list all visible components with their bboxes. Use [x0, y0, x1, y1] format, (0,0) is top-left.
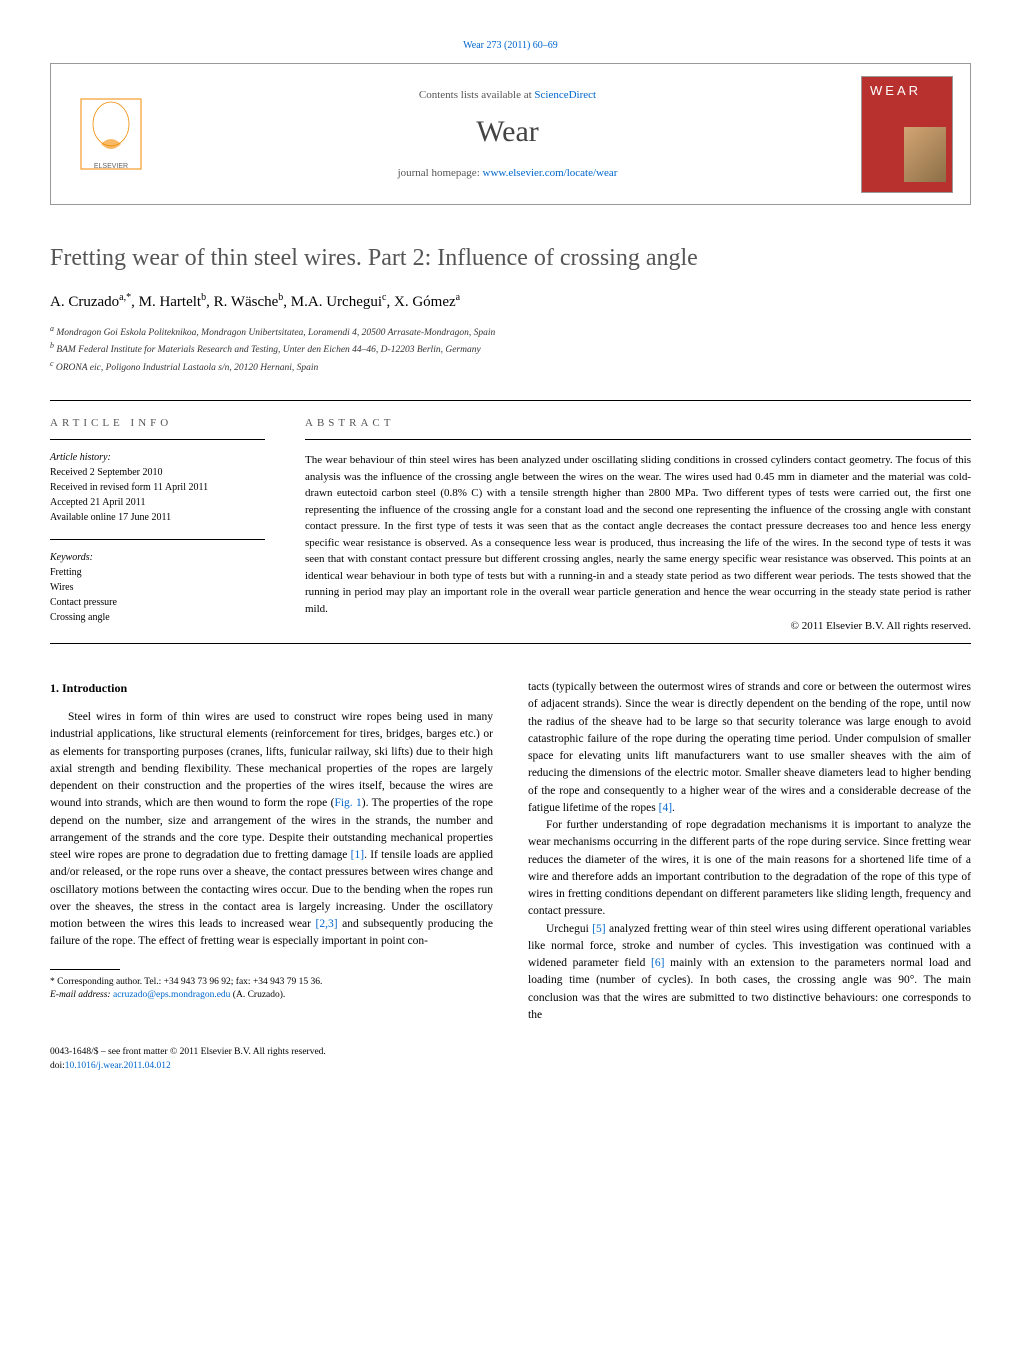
separator: [50, 400, 971, 401]
footer-line: 0043-1648/$ – see front matter © 2011 El…: [50, 1046, 971, 1059]
author: A. Cruzadoa,*: [50, 294, 131, 310]
affiliation: b BAM Federal Institute for Materials Re…: [50, 340, 971, 357]
author-list: A. Cruzadoa,*, M. Harteltb, R. Wäscheb, …: [50, 292, 971, 311]
history-item: Accepted 21 April 2011: [50, 495, 265, 510]
body-columns: 1. Introduction Steel wires in form of t…: [50, 679, 971, 1024]
section-heading: 1. Introduction: [50, 679, 493, 697]
author: M.A. Urcheguic: [291, 294, 387, 310]
homepage-line: journal homepage: www.elsevier.com/locat…: [398, 167, 618, 179]
corresponding-author: * Corresponding author. Tel.: +34 943 73…: [50, 976, 493, 989]
author: R. Wäscheb: [214, 294, 284, 310]
article-history: Article history: Received 2 September 20…: [50, 450, 265, 525]
author: X. Gómeza: [394, 294, 460, 310]
author: M. Harteltb: [139, 294, 206, 310]
column-right: tacts (typically between the outermost w…: [528, 679, 971, 1024]
abstract-heading: ABSTRACT: [305, 417, 971, 429]
body-paragraph: Steel wires in form of thin wires are us…: [50, 709, 493, 951]
page-footer: 0043-1648/$ – see front matter © 2011 El…: [50, 1046, 971, 1073]
info-abstract-row: ARTICLE INFO Article history: Received 2…: [50, 405, 971, 639]
email-footnote: E-mail address: acruzado@eps.mondragon.e…: [50, 989, 493, 1002]
keyword: Crossing angle: [50, 610, 265, 625]
journal-cover-area: WEAR: [844, 64, 970, 204]
article-info: ARTICLE INFO Article history: Received 2…: [50, 405, 265, 639]
journal-header: ELSEVIER Contents lists available at Sci…: [50, 63, 971, 205]
history-item: Available online 17 June 2011: [50, 510, 265, 525]
citation-ref[interactable]: [1]: [351, 849, 364, 861]
affiliation: a Mondragon Goi Eskola Politeknikoa, Mon…: [50, 323, 971, 340]
column-left: 1. Introduction Steel wires in form of t…: [50, 679, 493, 1024]
article-info-heading: ARTICLE INFO: [50, 417, 265, 429]
affiliation: c ORONA eic, Poligono Industrial Lastaol…: [50, 358, 971, 375]
journal-cover: WEAR: [861, 76, 953, 193]
body-paragraph: tacts (typically between the outermost w…: [528, 679, 971, 817]
elsevier-logo-icon: ELSEVIER: [76, 94, 146, 174]
citation-ref[interactable]: [5]: [592, 923, 605, 935]
sciencedirect-link[interactable]: ScienceDirect: [534, 89, 596, 101]
doi-line: doi:10.1016/j.wear.2011.04.012: [50, 1060, 971, 1073]
citation-ref[interactable]: [4]: [659, 802, 672, 814]
separator: [50, 643, 971, 644]
history-item: Received in revised form 11 April 2011: [50, 480, 265, 495]
email-link[interactable]: acruzado@eps.mondragon.edu: [113, 990, 230, 1000]
info-separator: [50, 539, 265, 540]
keyword: Wires: [50, 580, 265, 595]
history-item: Received 2 September 2010: [50, 465, 265, 480]
doi-link[interactable]: 10.1016/j.wear.2011.04.012: [65, 1061, 171, 1071]
article-title: Fretting wear of thin steel wires. Part …: [50, 245, 971, 272]
affiliations: a Mondragon Goi Eskola Politeknikoa, Mon…: [50, 323, 971, 375]
journal-citation: Wear 273 (2011) 60–69: [50, 40, 971, 51]
contents-available: Contents lists available at ScienceDirec…: [419, 89, 596, 101]
publisher-logo-area: ELSEVIER: [51, 64, 171, 204]
citation-text: Wear 273 (2011) 60–69: [463, 40, 558, 51]
keywords-block: Keywords: Fretting Wires Contact pressur…: [50, 550, 265, 625]
body-paragraph: Urchegui [5] analyzed fretting wear of t…: [528, 921, 971, 1025]
abstract-separator: [305, 439, 971, 440]
header-center: Contents lists available at ScienceDirec…: [171, 64, 844, 204]
keyword: Fretting: [50, 565, 265, 580]
cover-image-icon: [904, 127, 946, 182]
contents-text: Contents lists available at: [419, 89, 534, 101]
svg-text:ELSEVIER: ELSEVIER: [94, 163, 128, 170]
journal-name: Wear: [476, 115, 539, 149]
figure-ref[interactable]: Fig. 1: [334, 797, 361, 809]
history-label: Article history:: [50, 450, 265, 465]
info-separator: [50, 439, 265, 440]
citation-ref[interactable]: [2,3]: [316, 918, 338, 930]
copyright: © 2011 Elsevier B.V. All rights reserved…: [305, 620, 971, 632]
footnote-separator: [50, 969, 120, 970]
cover-title: WEAR: [862, 77, 952, 98]
keyword: Contact pressure: [50, 595, 265, 610]
citation-ref[interactable]: [6]: [651, 957, 664, 969]
abstract: ABSTRACT The wear behaviour of thin stee…: [305, 405, 971, 639]
homepage-url[interactable]: www.elsevier.com/locate/wear: [483, 167, 618, 179]
homepage-label: journal homepage:: [398, 167, 483, 179]
keywords-label: Keywords:: [50, 550, 265, 565]
abstract-text: The wear behaviour of thin steel wires h…: [305, 452, 971, 617]
body-paragraph: For further understanding of rope degrad…: [528, 817, 971, 921]
